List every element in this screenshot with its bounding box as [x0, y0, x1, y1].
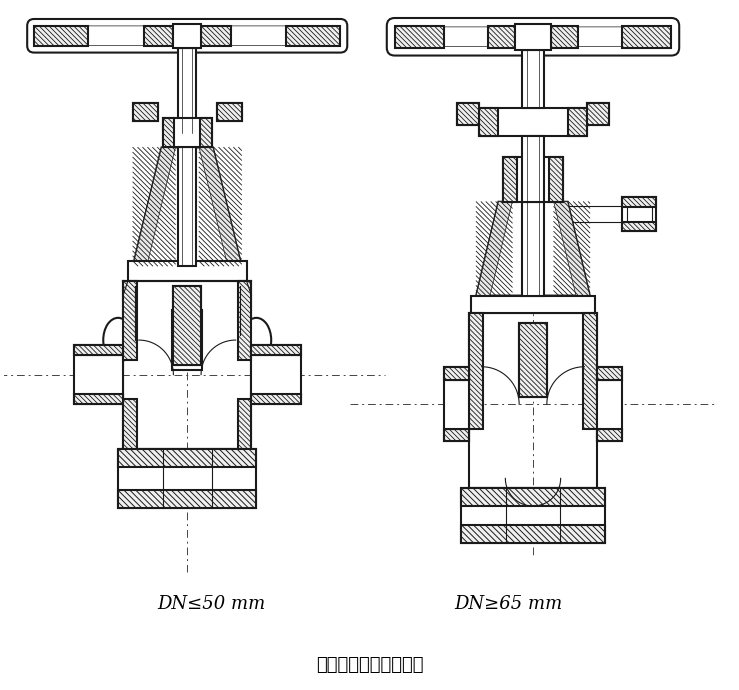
FancyBboxPatch shape	[386, 18, 679, 55]
Bar	[444, 367, 469, 442]
Bar	[34, 26, 89, 46]
Text: 螺纹连接暗杆闸阀示例: 螺纹连接暗杆闸阀示例	[316, 656, 423, 674]
Bar	[251, 345, 301, 404]
Bar	[471, 295, 595, 313]
Bar	[133, 103, 157, 121]
Bar	[549, 157, 562, 201]
Bar	[461, 489, 605, 542]
Bar	[469, 313, 483, 429]
Bar	[74, 345, 123, 404]
Bar	[457, 103, 479, 125]
Bar	[178, 48, 196, 132]
Bar	[588, 103, 609, 125]
Bar	[174, 286, 201, 365]
Bar	[597, 429, 622, 442]
Bar	[515, 24, 551, 50]
Bar	[444, 429, 469, 442]
Bar	[286, 26, 341, 46]
Ellipse shape	[103, 318, 133, 362]
Ellipse shape	[242, 318, 271, 362]
Bar	[163, 118, 174, 148]
Bar	[479, 108, 498, 135]
Bar	[479, 108, 588, 135]
Bar	[74, 395, 123, 404]
Bar	[622, 197, 656, 231]
Polygon shape	[199, 148, 242, 266]
Polygon shape	[476, 201, 590, 295]
Bar	[74, 345, 123, 355]
Bar	[128, 261, 247, 281]
Bar	[123, 281, 137, 359]
Bar	[597, 367, 622, 380]
Bar	[520, 324, 547, 397]
Bar	[200, 118, 212, 148]
Bar	[172, 310, 202, 370]
Bar	[251, 345, 301, 355]
Bar	[503, 157, 517, 201]
Bar	[522, 50, 544, 108]
Bar	[622, 221, 656, 231]
Bar	[123, 400, 137, 449]
Text: DN≥65 mm: DN≥65 mm	[454, 595, 562, 613]
Polygon shape	[133, 148, 242, 266]
Bar	[118, 448, 256, 466]
Bar	[217, 103, 242, 121]
FancyBboxPatch shape	[27, 19, 347, 52]
Bar	[118, 490, 256, 508]
Bar	[163, 118, 212, 148]
Bar	[144, 26, 174, 46]
Bar	[469, 313, 597, 489]
Bar	[551, 26, 579, 48]
Bar	[583, 313, 597, 429]
Bar	[461, 489, 605, 506]
Bar	[238, 281, 251, 359]
Bar	[503, 157, 562, 201]
Bar	[201, 26, 231, 46]
Bar	[622, 197, 656, 207]
Bar	[522, 201, 544, 295]
Text: DN≤50 mm: DN≤50 mm	[157, 595, 266, 613]
Bar	[217, 103, 242, 121]
Bar	[488, 26, 515, 48]
FancyBboxPatch shape	[401, 27, 664, 47]
Polygon shape	[554, 201, 590, 295]
Bar	[622, 26, 671, 48]
Bar	[395, 26, 444, 48]
Bar	[588, 103, 609, 125]
Bar	[457, 103, 479, 125]
Bar	[174, 286, 201, 365]
Bar	[238, 400, 251, 449]
Bar	[568, 108, 588, 135]
FancyBboxPatch shape	[39, 26, 336, 46]
Polygon shape	[133, 148, 175, 266]
Bar	[562, 206, 622, 222]
Bar	[118, 448, 256, 508]
Bar	[133, 103, 157, 121]
Bar	[444, 367, 469, 380]
Bar	[174, 24, 201, 48]
Bar	[627, 201, 652, 226]
Bar	[597, 367, 622, 442]
Bar	[251, 395, 301, 404]
Bar	[178, 148, 196, 266]
Bar	[461, 525, 605, 542]
Bar	[522, 135, 544, 201]
Bar	[520, 324, 547, 397]
Polygon shape	[476, 201, 512, 295]
